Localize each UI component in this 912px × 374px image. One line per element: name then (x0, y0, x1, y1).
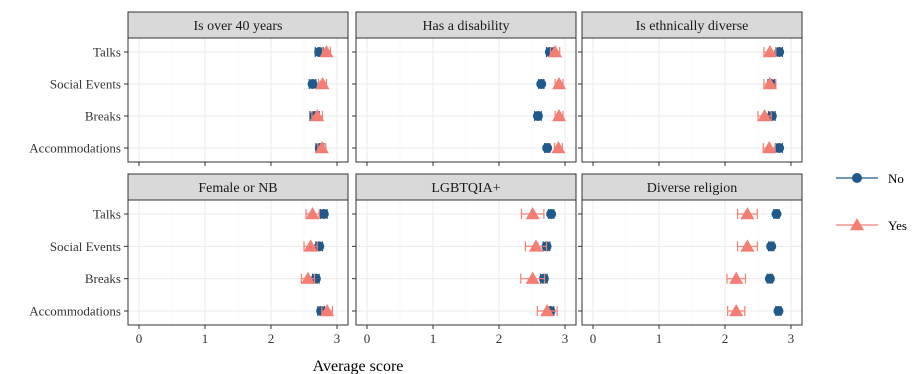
legend-label: Yes (888, 218, 907, 233)
data-point-yes (740, 207, 755, 220)
panel-border (127, 37, 349, 163)
y-tick-label: Accommodations (29, 141, 121, 156)
facet-panel: Is ethnically diverse (578, 11, 803, 166)
facet-strip (127, 173, 349, 201)
data-point-yes (525, 271, 540, 284)
data-point-yes (319, 45, 334, 58)
facet-title: Is over 40 years (193, 19, 282, 34)
y-tick-label: Talks (93, 207, 121, 222)
data-point-yes (525, 207, 540, 220)
x-tick-label: 0 (364, 331, 371, 346)
y-tick-label: Breaks (85, 109, 121, 124)
data-point-yes (729, 271, 744, 284)
panel-border (127, 199, 349, 326)
data-point-yes (540, 304, 555, 317)
data-point-yes (310, 109, 325, 122)
panel-border (581, 199, 803, 326)
data-point-no (532, 111, 543, 121)
data-point-yes (320, 304, 335, 317)
data-point-yes (305, 207, 320, 220)
data-point-no (764, 273, 775, 284)
data-point-no (546, 209, 557, 219)
panel-border (581, 37, 803, 163)
facet-title: Is ethnically diverse (636, 19, 749, 34)
data-point-yes (551, 141, 566, 154)
legend-key-circle (852, 173, 862, 183)
data-point-yes (552, 77, 567, 90)
data-point-no (773, 306, 784, 316)
x-tick-label: 0 (136, 331, 143, 346)
facet-title: Female or NB (198, 181, 277, 196)
facet-panel: LGBTQIA+ 0 1 2 3 (352, 173, 577, 346)
facet-title: LGBTQIA+ (431, 181, 500, 196)
facet-title: Has a disability (422, 19, 509, 34)
data-point-yes (757, 109, 772, 122)
facet-panel: Is over 40 years Talks Social Events Breaks… (29, 11, 349, 166)
x-tick-label: 2 (268, 331, 275, 346)
x-tick-label: 3 (562, 331, 569, 346)
legend-item: No (836, 171, 904, 186)
x-tick-label: 1 (430, 331, 437, 346)
data-point-yes (729, 304, 744, 317)
data-point-yes (528, 239, 543, 252)
y-tick-label: Accommodations (29, 304, 121, 319)
legend: No Yes (836, 171, 907, 233)
panels-layer: Is over 40 years Talks Social Events Breaks… (29, 11, 803, 346)
data-point-yes (314, 141, 329, 154)
data-point-yes (300, 271, 315, 284)
facet-strip (355, 11, 577, 39)
facet-panel: Diverse religion 0 1 2 3 (578, 173, 803, 346)
x-tick-label: 2 (496, 331, 503, 346)
x-tick-label: 1 (656, 331, 663, 346)
data-point-no (318, 209, 329, 219)
data-point-no (536, 79, 547, 89)
data-point-yes (762, 141, 777, 154)
data-point-yes (548, 45, 563, 58)
x-tick-label: 2 (722, 331, 729, 346)
y-tick-label: Talks (93, 45, 121, 60)
data-point-no (774, 143, 785, 153)
y-tick-label: Social Events (50, 77, 121, 92)
facet-title: Diverse religion (647, 181, 738, 196)
x-tick-label: 3 (788, 331, 795, 346)
panel-border (355, 37, 577, 163)
data-point-yes (315, 77, 330, 90)
x-tick-label: 0 (590, 331, 597, 346)
data-point-no (307, 79, 318, 89)
x-tick-label: 1 (202, 331, 209, 346)
facet-strip (581, 173, 803, 201)
facet-panel: Has a disability (352, 11, 577, 166)
data-point-yes (762, 77, 777, 90)
data-point-yes (740, 239, 755, 252)
legend-key-triangle (850, 218, 864, 231)
data-point-no (771, 209, 782, 219)
data-point-no (766, 241, 777, 252)
facet-strip (127, 11, 349, 39)
legend-item: Yes (836, 218, 907, 233)
x-tick-label: 3 (334, 331, 341, 346)
data-point-yes (762, 45, 777, 58)
data-point-no (774, 47, 785, 57)
facet-panel: Female or NB Talks Social Events Breaks Acco… (29, 173, 349, 346)
facet-strip (581, 11, 803, 39)
panel-border (355, 199, 577, 326)
x-axis-title: Average score (313, 358, 404, 374)
data-point-yes (303, 239, 318, 252)
data-point-yes (552, 109, 567, 122)
y-tick-label: Breaks (85, 271, 121, 286)
data-point-no (542, 143, 553, 153)
y-tick-label: Social Events (50, 239, 121, 254)
legend-label: No (888, 171, 904, 186)
